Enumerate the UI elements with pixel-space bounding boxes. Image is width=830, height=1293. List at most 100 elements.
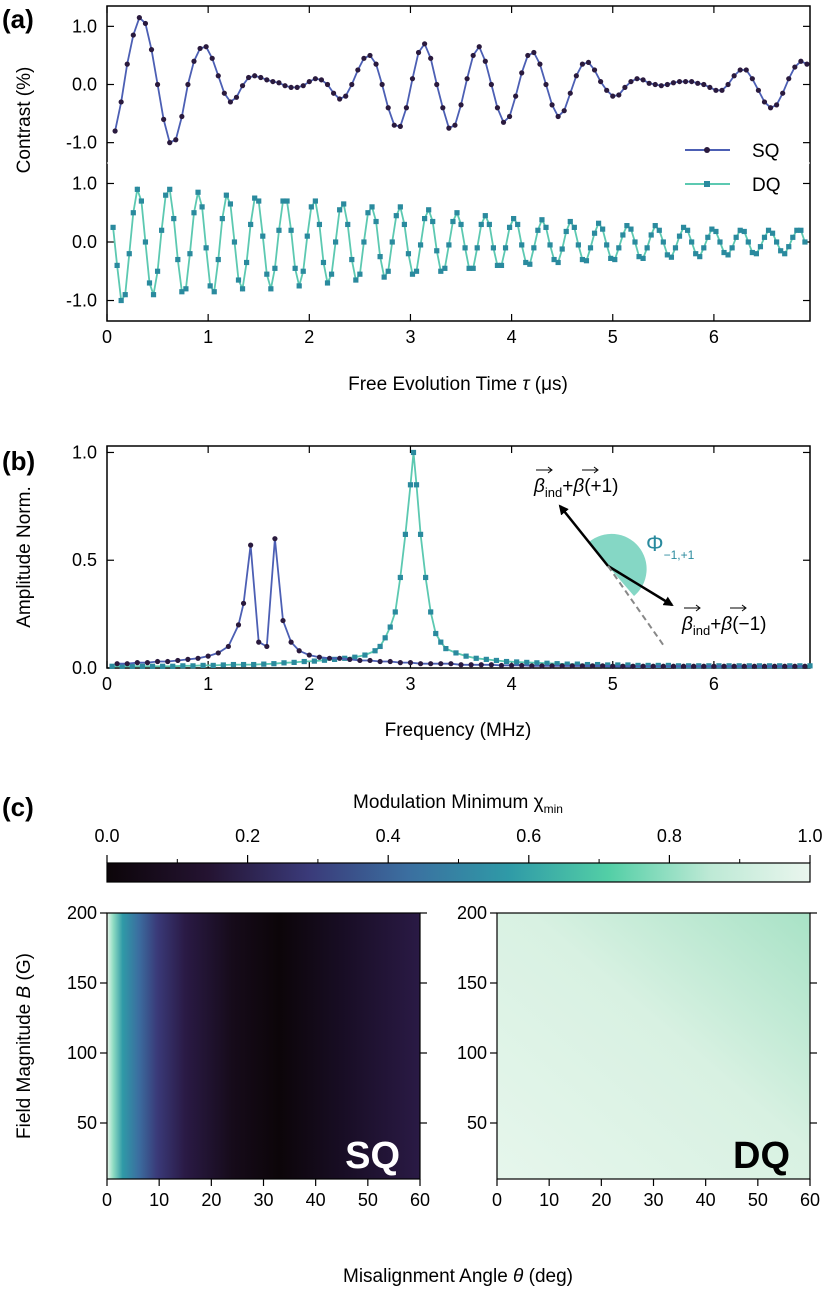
panel-a-point-dq bbox=[486, 221, 492, 228]
panel-b-point-sq bbox=[347, 656, 353, 662]
panel-a-point-dq bbox=[697, 254, 703, 260]
panel-a-point-sq bbox=[239, 83, 246, 89]
panel-b-xtick-label-3: 3 bbox=[405, 674, 415, 694]
panel-a-point-dq bbox=[183, 286, 189, 292]
panel-a-point-sq bbox=[488, 81, 494, 88]
panel-a-point-sq bbox=[349, 81, 355, 88]
panel-a-point-sq bbox=[519, 70, 525, 76]
panel-a-point-sq bbox=[792, 64, 798, 70]
panel-label-b: (b) bbox=[2, 446, 35, 476]
panel-a-point-sq bbox=[640, 77, 646, 83]
panel-a-point-dq bbox=[167, 186, 173, 192]
panel-a-point-dq bbox=[284, 198, 290, 204]
panel-a-point-dq bbox=[211, 289, 217, 295]
panel-b-point-sq bbox=[240, 600, 247, 606]
panel-a-point-dq bbox=[535, 227, 541, 233]
panel-a-point-sq bbox=[373, 61, 379, 67]
panel-a-point-sq bbox=[415, 49, 422, 56]
panel-b-point-sq bbox=[417, 661, 424, 667]
panel-a-point-dq bbox=[474, 245, 480, 251]
panel-b-point-sq bbox=[225, 643, 231, 650]
panel-b-point-sq bbox=[306, 652, 312, 658]
vector-minus-overarrow-head-1 bbox=[695, 604, 701, 612]
panel-a-point-dq bbox=[328, 271, 335, 277]
panel-b-plot: 0 1 2 3 4 5 6 0.0 0.5 1.0 Frequency (MHz) Amplit… bbox=[14, 442, 813, 741]
panel-a-point-dq bbox=[385, 268, 391, 274]
panel-b-point-sq bbox=[711, 663, 717, 669]
panel-a-point-dq bbox=[458, 221, 464, 228]
panel-a-point-sq bbox=[774, 102, 780, 108]
panel-a-point-dq bbox=[110, 224, 116, 230]
panel-a-point-sq bbox=[385, 105, 391, 111]
panel-b-series-sq bbox=[117, 538, 805, 668]
panel-a-point-sq bbox=[179, 113, 185, 120]
colorbar-tick-label-4: 0.8 bbox=[657, 826, 682, 846]
panel-a-point-dq bbox=[640, 255, 646, 261]
panel-b-point-dq bbox=[483, 656, 489, 662]
panel-a-point-dq bbox=[563, 228, 569, 235]
panel-a-point-dq bbox=[591, 230, 598, 236]
panel-a-point-sq bbox=[585, 59, 592, 66]
panel-a-point-dq bbox=[765, 227, 772, 233]
panel-a-point-dq bbox=[154, 268, 161, 274]
panel-a-point-sq bbox=[270, 78, 276, 85]
panel-b-point-sq bbox=[549, 663, 555, 669]
panel-b-point-dq bbox=[261, 661, 267, 667]
panel-a-point-sq bbox=[422, 41, 428, 47]
panel-a-point-dq bbox=[511, 215, 517, 222]
panel-a-point-dq bbox=[466, 265, 472, 271]
panel-a-point-dq bbox=[114, 262, 120, 269]
panel-b-point-dq bbox=[160, 663, 166, 669]
panel-a-point-sq bbox=[130, 32, 136, 38]
panel-a-point-sq bbox=[755, 87, 762, 93]
panel-a-point-sq bbox=[282, 83, 288, 89]
panel-b-point-dq bbox=[240, 661, 247, 668]
panel-b-xtick-label-2: 2 bbox=[304, 674, 314, 694]
panel-b-point-sq bbox=[741, 663, 747, 669]
panel-a-point-sq bbox=[482, 58, 488, 64]
panel-a-point-sq bbox=[428, 55, 434, 61]
panel-a-point-dq bbox=[422, 215, 428, 222]
panel-a-point-sq bbox=[197, 45, 203, 52]
panel-b-xtick-label-0: 0 bbox=[102, 674, 112, 694]
panel-b-point-sq bbox=[397, 660, 403, 666]
panel-a-point-dq bbox=[264, 271, 270, 277]
panel-a-point-dq bbox=[450, 218, 456, 225]
panel-b-point-dq bbox=[210, 662, 216, 669]
panel-a-point-dq bbox=[506, 224, 513, 230]
panel-a-point-dq bbox=[227, 201, 234, 207]
panel-a-point-dq bbox=[191, 210, 197, 216]
panel-a-point-dq bbox=[769, 230, 776, 236]
panel-a-xtick-label-0: 0 bbox=[102, 327, 112, 347]
heatmap-sq-xtick-label-2: 20 bbox=[201, 1190, 221, 1210]
panel-b-point-sq bbox=[731, 663, 737, 669]
panel-a-point-sq bbox=[676, 78, 683, 85]
panel-b-point-sq bbox=[640, 663, 646, 669]
panel-a-point-dq bbox=[745, 239, 751, 245]
panel-c-xlabel: Misalignment Angle θ (deg) bbox=[343, 1266, 573, 1287]
panel-a-point-dq bbox=[207, 283, 213, 289]
panel-a-point-sq bbox=[203, 44, 209, 50]
panel-a-point-sq bbox=[579, 61, 586, 67]
panel-a-xtick-label-2: 2 bbox=[304, 327, 314, 347]
panel-a-point-sq bbox=[246, 74, 252, 81]
panel-a-point-sq bbox=[743, 67, 749, 73]
panel-a-point-dq bbox=[490, 245, 496, 251]
panel-b-point-sq bbox=[670, 663, 677, 669]
panel-b-point-dq bbox=[453, 650, 459, 656]
panel-a-point-dq bbox=[555, 259, 561, 266]
panel-b-point-dq bbox=[311, 658, 317, 664]
panel-a-point-dq bbox=[778, 248, 784, 254]
panel-a-point-dq bbox=[438, 268, 444, 274]
panel-a-point-sq bbox=[664, 81, 670, 88]
panel-b-point-dq bbox=[271, 661, 277, 667]
panel-b-point-sq bbox=[185, 656, 191, 662]
panel-a-point-sq bbox=[561, 108, 567, 114]
panel-a-point-sq bbox=[543, 81, 549, 88]
panel-b-ytick-label-1: 0.5 bbox=[72, 550, 97, 570]
panel-a-point-dq bbox=[462, 245, 468, 251]
panel-a-point-dq bbox=[349, 256, 355, 263]
panel-a-point-dq bbox=[587, 245, 594, 251]
panel-a-point-sq bbox=[312, 76, 318, 82]
panel-a-point-sq bbox=[689, 78, 695, 85]
